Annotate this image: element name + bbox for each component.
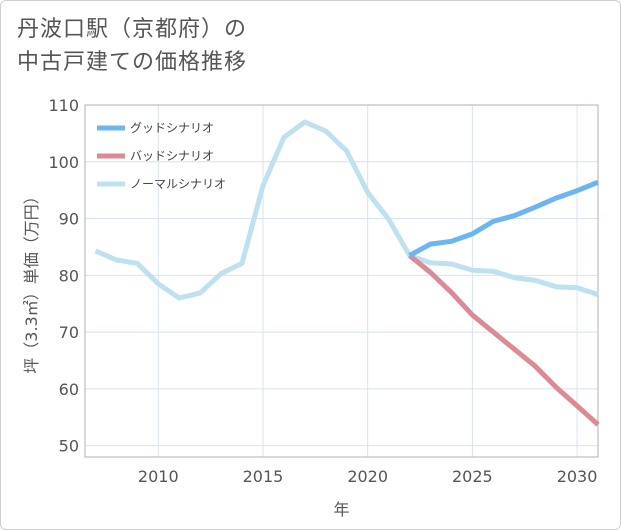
x-tick-label: 2020	[347, 467, 388, 486]
x-tick-label: 2025	[452, 467, 493, 486]
series-line-good	[408, 179, 599, 258]
x-tick-label: 2010	[138, 467, 179, 486]
series-line-bad	[408, 253, 600, 427]
series-lines	[94, 119, 600, 427]
x-tick-label: 2015	[243, 467, 284, 486]
y-tick-label: 80	[59, 266, 79, 285]
y-tick-label: 70	[59, 323, 79, 342]
y-axis-label: 坪（3.3㎡）単価（万円）	[22, 188, 41, 373]
y-axis-ticks: 50 60 70 80 90 100 110	[48, 96, 79, 456]
x-tick-label: 2030	[557, 467, 598, 486]
y-tick-label: 100	[48, 153, 79, 172]
y-tick-label: 110	[48, 96, 79, 115]
chart-title: 丹波口駅（京都府）の 中古戸建ての価格推移	[17, 13, 247, 79]
legend-label: グッドシナリオ	[130, 121, 214, 135]
series-line-normal	[94, 119, 599, 301]
chart-title-line-2: 中古戸建ての価格推移	[17, 50, 248, 75]
y-tick-label: 60	[59, 380, 79, 399]
y-tick-label: 90	[59, 210, 79, 229]
legend-label: ノーマルシナリオ	[130, 177, 226, 191]
x-axis-ticks: 2010 2015 2020 2025 2030	[138, 467, 597, 486]
legend-label: バッドシナリオ	[130, 149, 214, 163]
y-tick-label: 50	[59, 437, 79, 456]
x-axis-label: 年	[333, 500, 349, 519]
chart-title-line-1: 丹波口駅（京都府）の	[17, 17, 248, 42]
plot-area	[84, 104, 599, 458]
